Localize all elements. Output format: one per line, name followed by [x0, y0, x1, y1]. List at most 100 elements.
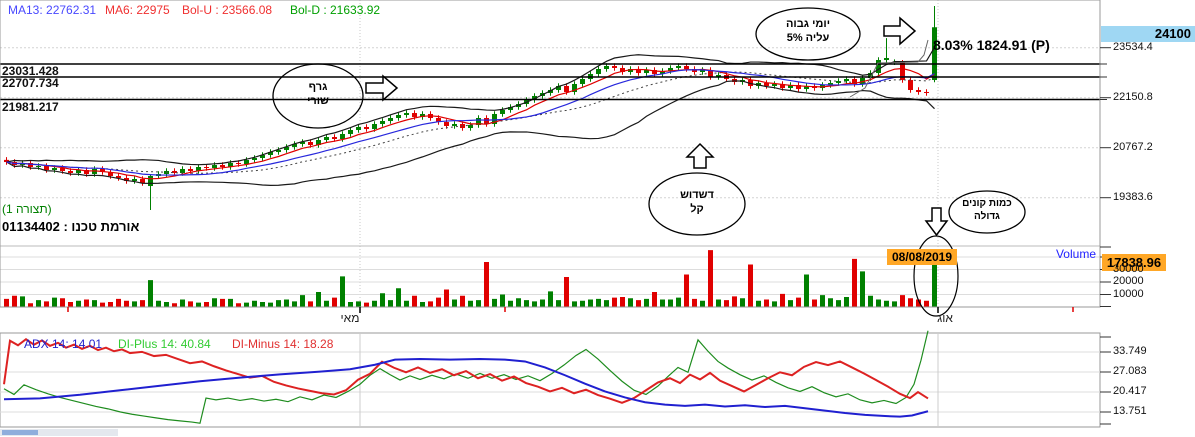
candle-body: [564, 85, 569, 92]
scrollbar-thumb[interactable]: [2, 430, 38, 435]
volume-bar: [804, 274, 809, 307]
volume-bar: [604, 300, 609, 307]
candle-body: [716, 74, 721, 78]
candle-body: [300, 141, 305, 144]
volume-bar: [180, 299, 185, 307]
candle-body: [260, 155, 265, 159]
volume-bar: [300, 295, 305, 307]
candle-body: [468, 125, 473, 129]
volume-bar: [236, 303, 241, 307]
volume-bar: [844, 297, 849, 307]
candle-body: [916, 89, 921, 92]
volume-bar: [380, 293, 385, 307]
candle-body: [932, 27, 937, 81]
bollinger-upper-line: [6, 47, 936, 166]
candle-body: [28, 162, 33, 168]
candle-body: [780, 83, 785, 89]
candle-body: [900, 62, 905, 81]
candle-body: [100, 168, 105, 172]
volume-bar: [76, 300, 81, 307]
configuration-label: (תצורה 1): [2, 202, 52, 216]
last-price-marker: 24100: [1101, 26, 1195, 42]
cursor-date-marker: 08/08/2019: [887, 249, 957, 265]
candle-body: [372, 124, 377, 130]
candle-body: [244, 159, 249, 165]
candle-body: [692, 68, 697, 72]
annotation-consolidation: דשדוש קל: [652, 189, 742, 217]
volume-bar: [892, 301, 897, 307]
candle-body: [612, 66, 617, 68]
di-plus-indicator-label: DI-Plus 14: 40.84: [118, 337, 211, 351]
candle-body: [196, 167, 201, 171]
candle-body: [84, 170, 89, 174]
volume-bar: [60, 298, 65, 307]
candle-body: [660, 70, 665, 74]
candle-body: [348, 129, 353, 135]
volume-bar: [908, 298, 913, 307]
volume-bar: [68, 302, 73, 307]
horizontal-scrollbar[interactable]: [0, 429, 118, 436]
volume-bar: [4, 298, 9, 307]
volume-bar: [436, 297, 441, 307]
volume-bar: [348, 302, 353, 307]
volume-bar: [468, 300, 473, 307]
volume-bar: [244, 302, 249, 307]
adx-line: [3, 358, 929, 418]
volume-bar: [812, 299, 817, 307]
volume-bar: [444, 289, 449, 307]
volume-bar: [932, 261, 937, 307]
volume-bar: [492, 298, 497, 307]
annotation-ellipse-volume-spike: [913, 235, 959, 317]
volume-bar: [708, 250, 713, 307]
volume-bar: [356, 301, 361, 307]
candle-body: [204, 167, 209, 169]
volume-bar: [412, 295, 417, 307]
candle-body: [708, 70, 713, 78]
volume-bar: [796, 297, 801, 307]
sr-price-label: 21981.217: [2, 100, 59, 114]
price-axis-label: 19383.6: [1113, 190, 1153, 203]
volume-bar: [820, 295, 825, 307]
candle-body: [356, 127, 361, 130]
volume-bar: [700, 300, 705, 307]
candle-body: [268, 152, 273, 156]
volume-bar: [524, 300, 529, 307]
candle-body: [676, 66, 681, 68]
candle-body: [412, 113, 417, 117]
volume-value-marker: 17838.96: [1102, 254, 1166, 271]
candle-body: [636, 68, 641, 74]
volume-bar: [620, 297, 625, 307]
candle-body: [332, 137, 337, 139]
candle-body: [284, 146, 289, 150]
volume-panel-title: Volume: [1055, 247, 1096, 261]
annotation-daily-high: יומי גבוה 5% עליה: [758, 18, 858, 46]
volume-bar: [260, 302, 265, 307]
volume-bar: [740, 298, 745, 307]
candle-body: [252, 158, 257, 160]
volume-bar: [172, 303, 177, 307]
volume-bar: [724, 300, 729, 307]
candle-body: [804, 85, 809, 90]
candle-body: [556, 85, 561, 90]
adx-axis-label: 27.083: [1113, 365, 1147, 377]
candle-body: [524, 100, 529, 105]
volume-bar: [84, 299, 89, 307]
ma13-indicator-label: MA13: 22762.31: [8, 3, 97, 17]
volume-bar: [828, 298, 833, 307]
candle-body: [380, 121, 385, 125]
price-axis-label: 20767.2: [1113, 140, 1153, 153]
candle-body: [588, 73, 593, 80]
candle-body: [892, 62, 897, 64]
volume-bar: [556, 300, 561, 307]
candle-body: [164, 170, 169, 174]
volume-bar: [572, 301, 577, 307]
volume-bar: [196, 302, 201, 307]
volume-bar: [884, 300, 889, 307]
volume-bar: [756, 300, 761, 307]
adx-panel-border: [0, 332, 1101, 428]
annotation-text: קל: [690, 202, 704, 215]
volume-bar: [204, 302, 209, 307]
candle-body: [364, 127, 369, 130]
